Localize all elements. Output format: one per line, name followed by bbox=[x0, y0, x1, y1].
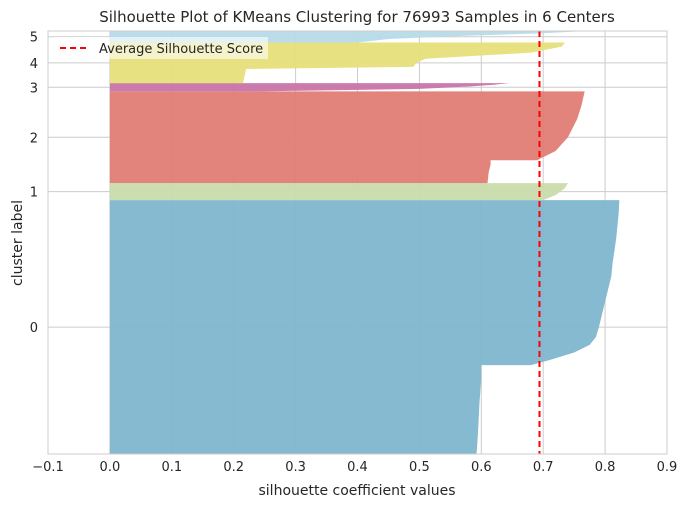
x-tick-label: 0.3 bbox=[285, 460, 306, 475]
x-tick-label: 0.8 bbox=[595, 460, 616, 475]
y-axis-ticks: 0 1 2 3 4 5 bbox=[30, 31, 38, 336]
y-axis-label: cluster label bbox=[10, 200, 26, 286]
y-tick-label: 4 bbox=[30, 57, 38, 72]
legend: Average Silhouette Score bbox=[53, 37, 268, 59]
x-tick-label: −0.1 bbox=[32, 460, 64, 475]
x-axis-label: silhouette coefficient values bbox=[259, 483, 456, 499]
x-tick-label: 0.9 bbox=[657, 460, 678, 475]
x-tick-label: 0.1 bbox=[161, 460, 182, 475]
y-tick-label: 5 bbox=[30, 31, 38, 46]
y-tick-label: 3 bbox=[30, 81, 38, 96]
chart-title: Silhouette Plot of KMeans Clustering for… bbox=[99, 8, 615, 26]
x-tick-label: 0.0 bbox=[100, 460, 121, 475]
x-tick-label: 0.2 bbox=[223, 460, 244, 475]
legend-entry-average-silhouette-score: Average Silhouette Score bbox=[99, 42, 263, 57]
y-tick-label: 0 bbox=[30, 321, 38, 336]
x-axis-ticks: −0.1 0.0 0.1 0.2 0.3 0.4 0.5 0.6 0.7 0.8 0.9 bbox=[32, 460, 677, 475]
y-tick-label: 2 bbox=[30, 131, 38, 146]
silhouette-cluster-1 bbox=[110, 183, 568, 200]
x-tick-label: 0.7 bbox=[533, 460, 554, 475]
x-tick-label: 0.4 bbox=[347, 460, 368, 475]
y-tick-label: 1 bbox=[30, 186, 38, 201]
x-tick-label: 0.6 bbox=[471, 460, 492, 475]
x-tick-label: 0.5 bbox=[409, 460, 430, 475]
